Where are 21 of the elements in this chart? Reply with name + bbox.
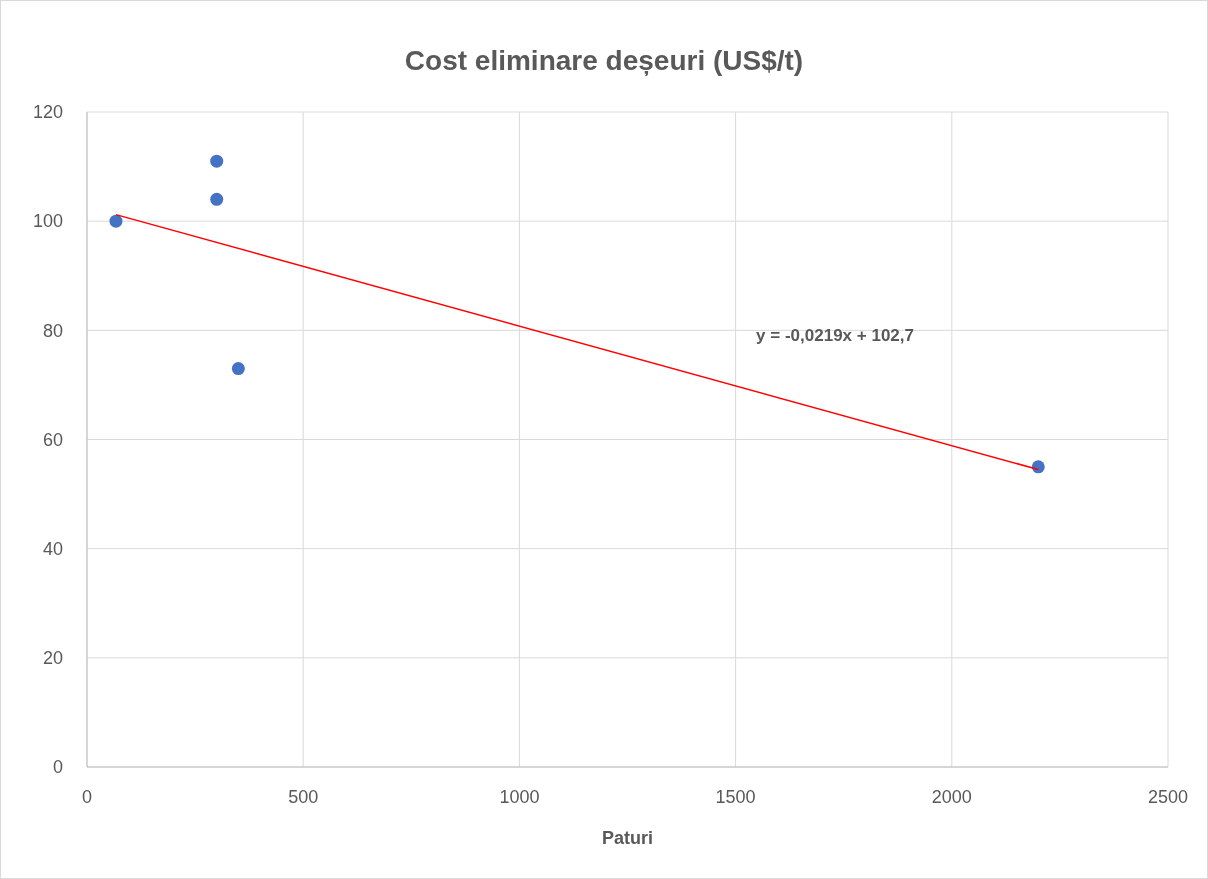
chart-title: Cost eliminare deșeuri (US$/t) <box>404 45 804 76</box>
annotation: y = -0,0219x + 102,7 <box>756 326 914 346</box>
x-tick-label: 1000 <box>499 787 540 807</box>
y-tick-label: 100 <box>32 211 63 232</box>
x-axis-title: Paturi <box>601 828 654 848</box>
point <box>109 214 123 228</box>
x-tick-label: 1500 <box>715 787 756 807</box>
y-tick-label: 60 <box>42 429 63 450</box>
y-tick-label: 0 <box>52 757 63 778</box>
point <box>231 362 245 376</box>
x-tick-label: 2500 <box>1147 787 1189 807</box>
point <box>210 154 224 168</box>
x-tick-label: 2000 <box>931 787 972 807</box>
x-tick-label: 500 <box>288 787 319 807</box>
point <box>1031 460 1045 474</box>
y-tick-label: 120 <box>32 102 63 123</box>
y-tick-label: 20 <box>42 648 63 669</box>
y-tick-label: 80 <box>42 320 63 341</box>
y-tick-label: 40 <box>42 538 63 559</box>
x-tick-label: 0 <box>81 787 93 807</box>
point <box>210 192 224 206</box>
